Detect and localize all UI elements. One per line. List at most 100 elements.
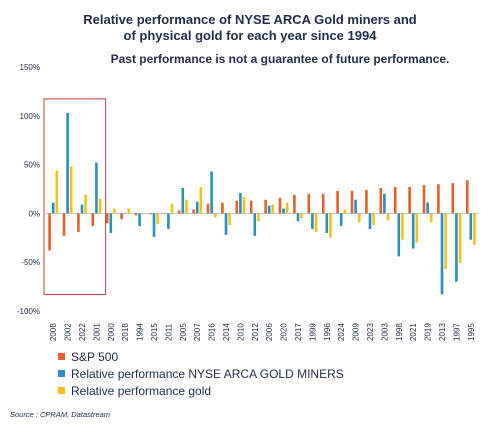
bar-gold [357,213,361,223]
bar-miners [397,213,401,257]
bar-miners [339,213,343,227]
bar-sp500 [105,213,109,224]
bar-miners [282,208,285,214]
bar-gold [314,213,318,232]
bar-sp500 [221,202,224,214]
bar-sp500 [321,193,325,214]
bar-miners [138,213,141,227]
bar-gold [473,213,476,245]
bar-sp500 [264,199,267,214]
bar-sp500 [62,213,66,236]
bar-gold [69,166,73,214]
bar-miners [51,202,55,214]
x-tick-label: 2007 [193,323,202,341]
legend-item-gold: Relative performance gold [58,382,344,399]
bar-sp500 [451,183,455,214]
bar-sp500 [206,203,210,214]
bar-gold [415,213,419,243]
bar-miners [224,213,228,235]
bar-sp500 [408,187,411,214]
x-tick-label: 2013 [438,323,447,341]
x-tick-label: 2018 [121,323,130,341]
x-tick-label: 2024 [337,323,346,341]
legend-label-sp500: S&P 500 [71,349,119,364]
chart-legend: S&P 500 Relative performance NYSE ARCA G… [58,348,344,399]
legend-swatch-sp500 [58,353,65,360]
bar-gold [113,208,116,214]
bar-gold [228,213,231,226]
bar-sp500 [422,185,426,214]
x-tick-label: 2016 [208,323,217,341]
bar-sp500 [465,180,469,214]
bar-sp500 [379,188,383,214]
bar-gold [170,203,174,214]
legend-item-sp500: S&P 500 [58,348,344,365]
bar-gold [185,199,188,214]
bar-miners [383,193,386,214]
x-tick-label: 2021 [409,323,418,341]
bar-gold [386,213,390,221]
bar-miners [239,192,242,214]
x-tick-label: 2009 [352,323,361,341]
x-tick-label: 2001 [92,323,101,341]
bar-miners [195,201,199,214]
x-tick-label: 1997 [452,323,461,341]
legend-swatch-miners [58,370,65,377]
chart-subtitle: Past performance is not a guarantee of f… [110,52,450,66]
bar-sp500 [437,184,440,214]
legend-label-miners: Relative performance NYSE ARCA GOLD MINE… [71,366,344,381]
x-tick-label: 2022 [78,323,87,341]
bar-gold [343,209,347,214]
x-tick-label: 1996 [323,323,332,341]
bar-miners [181,188,185,214]
bar-gold [444,213,447,270]
bar-gold [156,213,159,225]
x-tick-label: 1999 [308,323,317,341]
legend-label-gold: Relative performance gold [71,383,212,398]
x-tick-label: 2017 [294,323,303,341]
bar-sp500 [149,213,152,215]
bar-sp500 [336,190,339,214]
x-tick-label: 2015 [150,323,159,341]
bar-miners [167,213,170,230]
bar-sp500 [293,194,296,214]
bar-miners [80,204,84,214]
bar-miners [253,213,257,236]
bar-sp500 [77,213,80,232]
bar-miners [368,213,372,230]
y-tick-label: 150% [20,63,40,72]
bar-miners [440,213,444,295]
highlight-box [43,98,107,295]
x-tick-label: 1998 [395,323,404,341]
x-tick-label: 2010 [236,323,245,341]
x-tick-label: 2003 [380,323,389,341]
bar-sp500 [134,213,138,216]
bar-miners [411,213,415,249]
bar-miners [109,213,113,233]
bar-gold [271,204,275,214]
bar-gold [242,196,246,214]
bar-miners [469,213,473,240]
x-tick-label: 2023 [366,323,375,341]
chart-title-line2: of physical gold for each year since 199… [123,28,377,43]
bar-gold [429,213,433,223]
source-note: Source : CPRAM, Datastream [10,410,111,419]
bar-gold [458,213,462,264]
chart-title-line1: Relative performance of NYSE ARCA Gold m… [83,12,417,27]
bar-sp500 [249,200,253,214]
bar-miners [66,112,69,214]
x-tick-label: 1994 [136,323,145,341]
bar-gold [199,187,203,214]
bar-sp500 [393,187,397,214]
x-tick-label: 2020 [280,323,289,341]
bar-gold [213,213,217,218]
bar-sp500 [278,197,282,214]
bar-miners [311,213,314,230]
bar-sp500 [365,189,368,214]
bar-gold [401,213,404,240]
bar-sp500 [177,210,181,214]
x-tick-label: 1995 [467,323,476,341]
bar-sp500 [192,209,195,214]
bar-miners [210,171,213,214]
x-tick-label: 2002 [64,323,73,341]
